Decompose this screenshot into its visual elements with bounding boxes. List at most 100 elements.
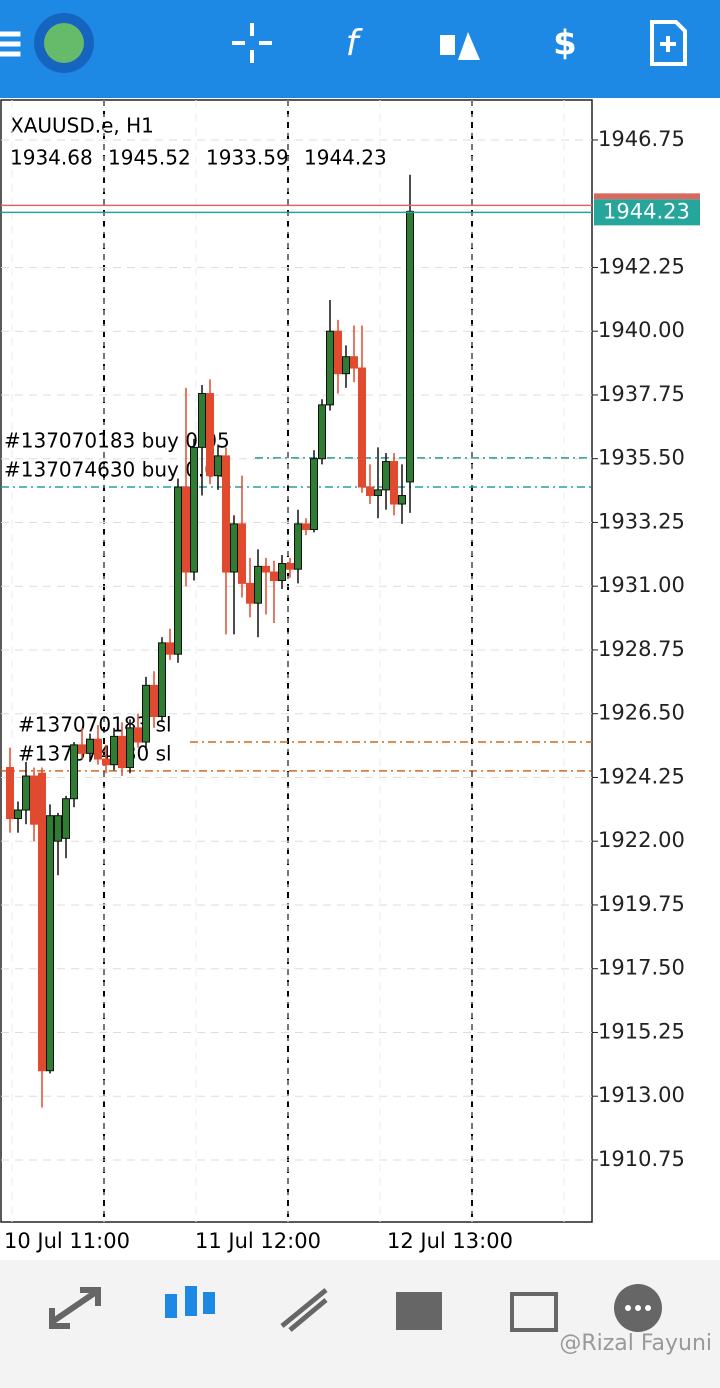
candle-body: [326, 330, 334, 406]
candle-body: [94, 738, 102, 760]
candle-body: [334, 330, 342, 375]
bottom-nav: [0, 1260, 720, 1388]
candle-body: [110, 735, 118, 766]
candle-body: [142, 684, 150, 743]
price-tag-label: 1944.23: [603, 199, 690, 223]
candle-body: [222, 455, 230, 573]
history-tab[interactable]: [396, 1292, 442, 1330]
chat-dot: [635, 1305, 641, 1311]
candle-body: [14, 809, 22, 820]
candle-body: [6, 767, 14, 820]
candle-body: [254, 565, 262, 604]
app-logo-globe: [44, 23, 84, 63]
candle-body: [350, 356, 358, 369]
plot-frame: [0, 99, 593, 1223]
candle-body: [390, 461, 398, 505]
watermark: @Rizal Fayuni: [559, 1331, 712, 1356]
candle-body: [342, 356, 350, 375]
candle-body: [214, 455, 222, 477]
candle-body: [22, 775, 30, 811]
y-tick-label: 1940.00: [598, 318, 685, 342]
candle-body: [270, 571, 278, 582]
candle-body: [190, 446, 198, 573]
y-tick-label: 1910.75: [598, 1147, 685, 1171]
candle-body: [206, 393, 214, 477]
candle-body: [374, 489, 382, 497]
candle-body: [126, 727, 134, 769]
candle-body: [38, 772, 46, 1072]
y-tick-label: 1935.50: [598, 446, 685, 470]
chat-dot: [645, 1305, 651, 1311]
y-tick-label: 1922.00: [598, 828, 685, 852]
candle-body: [382, 461, 390, 491]
candle-body: [358, 367, 366, 488]
candle-body: [366, 486, 374, 497]
news-tab[interactable]: [510, 1292, 558, 1332]
crosshair-icon[interactable]: [232, 23, 272, 63]
price-tag: [594, 199, 700, 226]
new-order-icon[interactable]: [650, 20, 687, 66]
candle-body: [406, 210, 414, 483]
chart-tab[interactable]: [165, 1286, 215, 1318]
y-tick-label: 1937.75: [598, 382, 685, 406]
candle-body: [198, 393, 206, 448]
candle-body: [54, 815, 62, 842]
candle-body: [182, 486, 190, 573]
candle-body: [238, 523, 246, 584]
candle-body: [286, 563, 294, 570]
y-tick-label: 1931.00: [598, 573, 685, 597]
candle-body: [246, 582, 254, 604]
trade-tab[interactable]: [280, 1288, 328, 1332]
objects-icon[interactable]: [440, 32, 480, 60]
y-tick-label: 1924.25: [598, 764, 685, 788]
candle-body: [46, 815, 54, 1072]
candle-body: [134, 727, 142, 743]
bottom-icons: [49, 1284, 662, 1332]
candle-body: [262, 565, 270, 573]
ohlc-value: 1945.52: [108, 146, 191, 170]
candle-body: [302, 523, 310, 531]
candle-body: [86, 738, 94, 754]
quotes-tab[interactable]: [49, 1287, 101, 1329]
candle-body: [62, 798, 70, 839]
candle-body: [174, 486, 182, 655]
top-bar: [0, 0, 720, 98]
x-tick-label: 12 Jul 13:00: [387, 1229, 513, 1253]
ohlc-value: 1944.23: [304, 146, 387, 170]
menu-icon-bar: [0, 51, 21, 57]
price-tag-top: [594, 193, 700, 200]
chart: XAUUSD.e, H1 1946.75 1942.25 1940.00 1937.7…: [0, 99, 700, 1253]
candle-body: [78, 744, 86, 754]
y-tick-label: 1913.00: [598, 1083, 685, 1107]
y-tick-label: 1919.75: [598, 892, 685, 916]
candle-body: [118, 735, 126, 769]
menu-icon-bar: [0, 41, 21, 47]
candle-body: [102, 758, 110, 766]
ohlc-value: 1933.59: [206, 146, 289, 170]
candle-body: [70, 744, 78, 800]
y-tick-label: 1915.25: [598, 1019, 685, 1043]
y-tick-label: 1917.50: [598, 956, 685, 980]
symbol-label: XAUUSD.e, H1: [10, 114, 154, 138]
candle-body: [294, 523, 302, 570]
y-tick-label: 1926.50: [598, 701, 685, 725]
candle-body: [230, 523, 238, 573]
new-order-plus: [660, 36, 676, 52]
y-tick-label: 1946.75: [598, 127, 685, 151]
y-tick-label: 1928.75: [598, 637, 685, 661]
candle-body: [318, 404, 326, 460]
candle-body: [310, 458, 318, 531]
candle-body: [278, 563, 286, 582]
chat-dot: [625, 1305, 631, 1311]
candle-body: [150, 684, 158, 718]
x-tick-label: 11 Jul 12:00: [195, 1229, 321, 1253]
menu-icon[interactable]: [0, 31, 21, 37]
trade-icon[interactable]: $: [553, 24, 577, 64]
candle-body: [30, 775, 38, 825]
y-tick-label: 1933.25: [598, 509, 685, 533]
ohlc-value: 1934.68: [10, 146, 93, 170]
candle-body: [158, 642, 166, 718]
x-tick-label: 10 Jul 11:00: [4, 1229, 130, 1253]
candle-body: [166, 642, 174, 655]
